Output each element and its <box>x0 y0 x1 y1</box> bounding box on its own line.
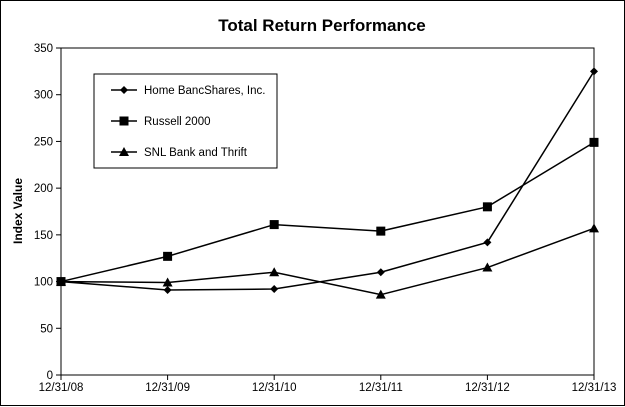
legend-label: SNL Bank and Thrift <box>144 147 248 159</box>
data-point <box>482 202 492 212</box>
legend-label: Russell 2000 <box>144 116 210 128</box>
data-point <box>589 223 599 233</box>
x-tick-label: 12/31/10 <box>252 382 297 394</box>
data-point <box>590 67 598 76</box>
x-tick-label: 12/31/08 <box>39 382 84 394</box>
data-point <box>589 137 599 147</box>
series-line <box>60 141 595 283</box>
legend: Home BancShares, Inc. Russell 2000 SNL Ban… <box>93 73 278 169</box>
plot-area: 0 50 100 150 200 250 300 350 12/31/08 12/31/09 12/… <box>34 43 617 394</box>
x-tick-label: 12/31/09 <box>145 382 190 394</box>
y-tick-label: 100 <box>34 277 53 289</box>
data-point <box>375 289 386 299</box>
data-point <box>482 262 493 272</box>
data-point <box>163 251 173 261</box>
data-point <box>376 226 386 236</box>
y-tick-label: 250 <box>34 136 53 148</box>
chart-title: Total Return Performance <box>218 16 426 35</box>
series-line <box>60 227 595 296</box>
series-line <box>60 70 595 291</box>
y-tick-label: 300 <box>34 90 53 102</box>
data-point <box>163 285 172 294</box>
legend-marker <box>119 116 129 126</box>
y-tick-label: 200 <box>34 183 53 195</box>
data-point <box>483 238 492 247</box>
y-axis-label: Index Value <box>11 178 25 244</box>
data-point <box>376 268 385 277</box>
series-triangle <box>56 223 599 299</box>
legend-marker <box>120 86 128 94</box>
x-tick-label: 12/31/12 <box>465 382 510 394</box>
x-tick-label: 12/31/13 <box>572 382 617 394</box>
data-point <box>269 267 280 277</box>
data-point <box>270 285 279 294</box>
y-tick-label: 0 <box>47 370 53 382</box>
y-tick-label: 150 <box>34 230 53 242</box>
legend-label: Home BancShares, Inc. <box>144 85 265 97</box>
x-tick-label: 12/31/11 <box>359 382 403 394</box>
plot-border <box>60 47 595 376</box>
data-point <box>56 276 66 286</box>
data-point <box>162 277 173 287</box>
legend-marker <box>119 147 129 156</box>
y-tick-label: 50 <box>40 323 53 335</box>
data-point <box>269 220 279 230</box>
y-tick-label: 350 <box>34 43 53 55</box>
